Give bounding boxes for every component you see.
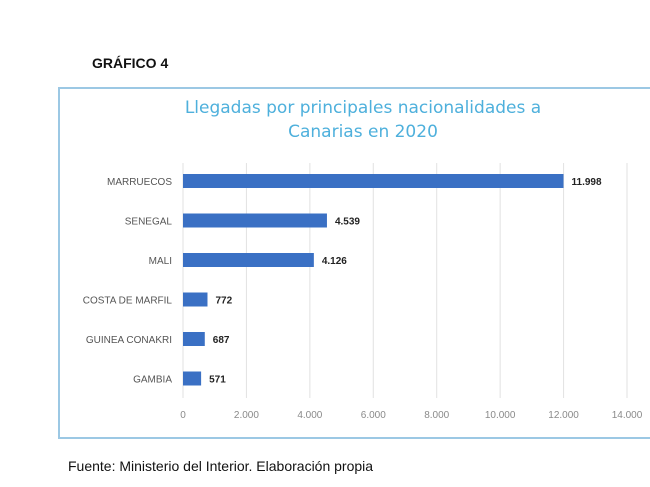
x-tick-label: 14.000 xyxy=(612,410,643,421)
bar xyxy=(183,332,205,346)
data-label: 571 xyxy=(209,375,226,386)
category-label: GAMBIA xyxy=(133,375,172,386)
figure-heading: GRÁFICO 4 xyxy=(92,55,169,71)
data-label: 11.998 xyxy=(572,177,602,188)
x-tick-label: 4.000 xyxy=(297,410,322,421)
source-note: Fuente: Ministerio del Interior. Elabora… xyxy=(68,458,374,474)
category-label: GUINEA CONAKRI xyxy=(86,335,172,346)
x-tick-label: 6.000 xyxy=(361,410,386,421)
chart-frame xyxy=(58,87,650,439)
x-tick-label: 0 xyxy=(180,410,186,421)
x-tick-label: 12.000 xyxy=(548,410,579,421)
chart-title-line: Canarias en 2020 xyxy=(288,122,438,142)
category-label: COSTA DE MARFIL xyxy=(83,296,173,307)
bar xyxy=(183,253,314,267)
x-tick-label: 10.000 xyxy=(485,410,516,421)
bar xyxy=(183,371,202,386)
x-tick-label: 2.000 xyxy=(234,410,259,421)
bar xyxy=(183,292,208,307)
category-label: SENEGAL xyxy=(125,217,173,228)
data-label: 772 xyxy=(215,296,232,307)
bar xyxy=(183,174,564,188)
category-label: MALI xyxy=(149,256,172,267)
data-label: 4.539 xyxy=(335,217,360,228)
category-label: MARRUECOS xyxy=(107,177,172,188)
chart-title: Llegadas por principales nacionalidades … xyxy=(58,96,650,144)
x-tick-label: 8.000 xyxy=(424,410,449,421)
chart-title-line: Llegadas por principales nacionalidades … xyxy=(184,98,542,118)
data-label: 4.126 xyxy=(322,256,347,267)
bar xyxy=(183,213,327,228)
data-label: 687 xyxy=(213,335,230,346)
